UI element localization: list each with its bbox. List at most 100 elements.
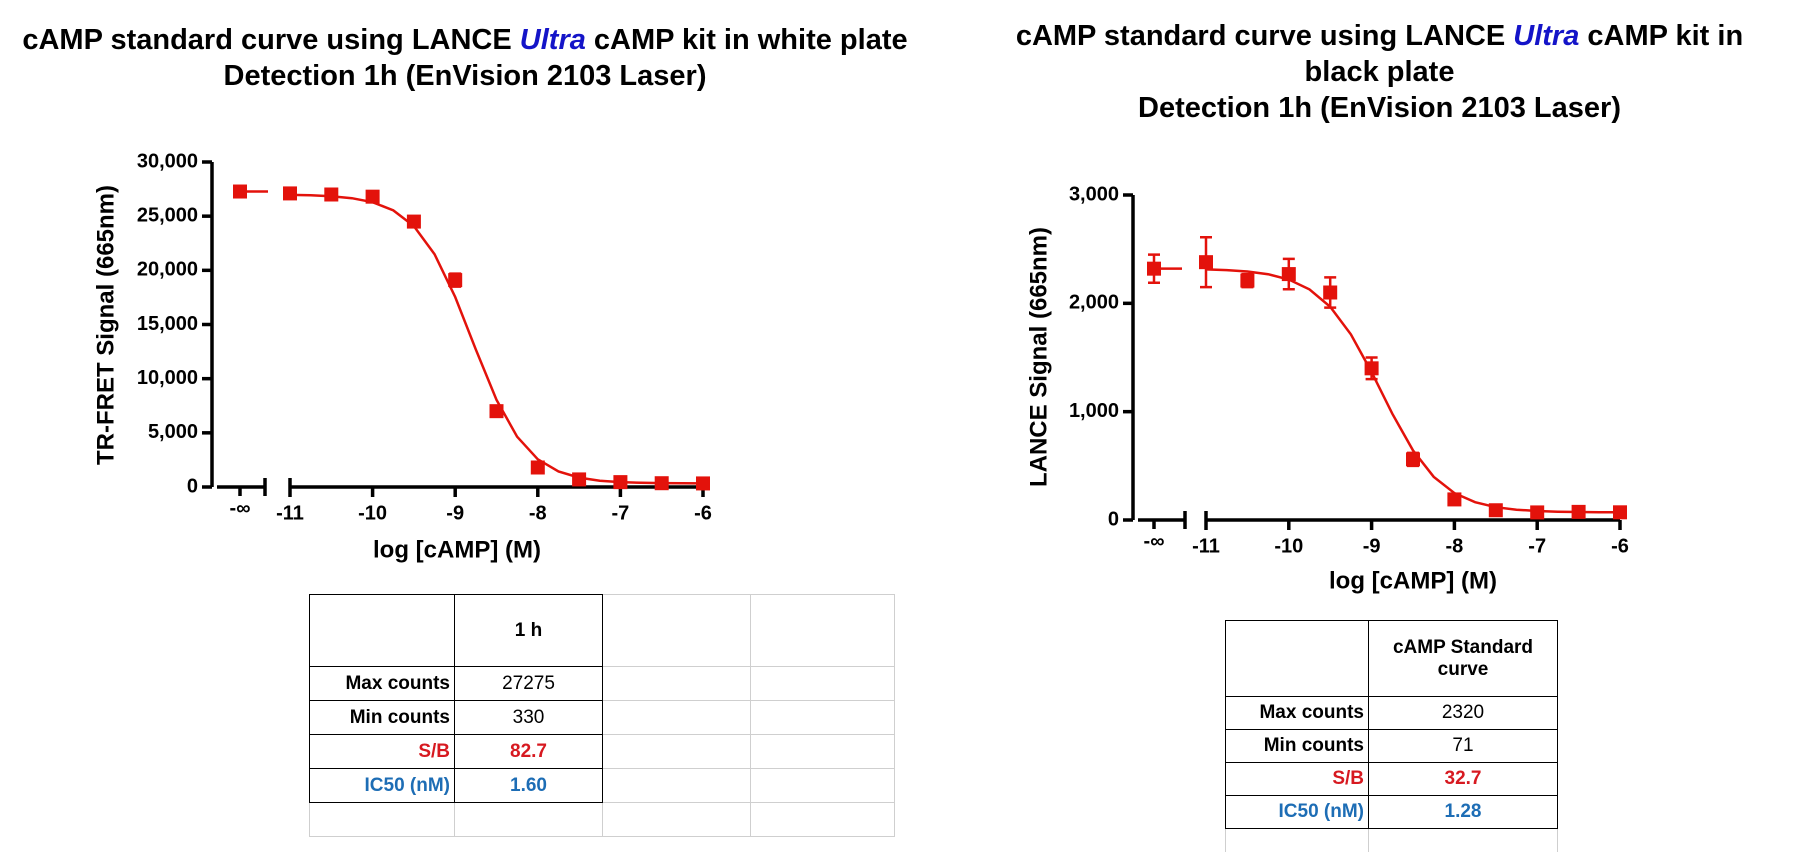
data-point (1571, 504, 1586, 519)
empty-cell (602, 700, 751, 735)
x-tick-label: -∞ (230, 497, 251, 519)
empty-cell (750, 734, 895, 769)
data-point (448, 273, 463, 288)
x-tick-label: -11 (276, 502, 304, 524)
x-tick-label: -8 (1446, 535, 1464, 557)
data-point (530, 460, 545, 475)
x-tick-label: -7 (1528, 535, 1546, 557)
row-label: IC50 (nM) (309, 768, 455, 803)
title-part: cAMP kit in white plate (593, 24, 908, 56)
empty-cell (602, 666, 751, 701)
empty-cell (750, 700, 895, 735)
data-point (1488, 503, 1503, 518)
table-corner (309, 594, 455, 667)
summary-table: 1 h Max counts 27275 Min counts 330 S/B 82.7 IC… (309, 594, 895, 837)
empty-cell (750, 666, 895, 701)
row-value: 32.7 (1368, 762, 1558, 796)
title-part: cAMP standard curve using LANCE (22, 24, 512, 56)
x-tick-label: -6 (1611, 535, 1629, 557)
row-label: IC50 (nM) (1225, 795, 1369, 829)
row-value: 330 (454, 700, 603, 735)
empty-cell (1225, 828, 1369, 852)
y-tick-label: 0 (1108, 508, 1119, 530)
y-tick-label: 30,000 (137, 150, 198, 172)
column-header: 1 h (454, 594, 603, 667)
row-value: 1.28 (1368, 795, 1558, 829)
y-tick-label: 3,000 (1069, 183, 1119, 205)
y-tick-label: 1,000 (1069, 400, 1119, 422)
y-axis-label: LANCE Signal (665nm) (1025, 227, 1052, 487)
data-point (1147, 261, 1161, 276)
data-point (1281, 267, 1296, 282)
y-tick-label: 2,000 (1069, 292, 1119, 314)
empty-cell (750, 802, 895, 837)
column-header: cAMP Standard curve (1368, 620, 1558, 697)
empty-cell (602, 802, 751, 837)
data-point (283, 186, 297, 201)
data-point (696, 476, 710, 491)
empty-cell (750, 594, 895, 667)
y-tick-label: 15,000 (137, 313, 198, 335)
x-axis-label: log [cAMP] (M) (373, 536, 541, 563)
table-corner (1225, 620, 1369, 697)
x-tick-label: -10 (1274, 535, 1303, 557)
row-value: 27275 (454, 666, 603, 701)
data-point (1323, 285, 1338, 300)
y-tick-label: 25,000 (137, 204, 198, 226)
row-label: Min counts (1225, 729, 1369, 763)
chart-title: cAMP standard curve using LANCE Ultra cA… (15, 22, 915, 94)
x-tick-label: -9 (446, 502, 464, 524)
data-point (1406, 452, 1420, 467)
empty-cell (309, 802, 455, 837)
data-point (1199, 255, 1213, 270)
row-value: 71 (1368, 729, 1558, 763)
row-value: 1.60 (454, 768, 603, 803)
x-tick-label: -6 (694, 502, 712, 524)
title-part: Ultra (519, 24, 586, 56)
data-point (654, 476, 669, 491)
x-tick-label: -9 (1363, 535, 1381, 557)
x-tick-label: -10 (358, 502, 387, 524)
x-axis-label: log [cAMP] (M) (1329, 567, 1497, 594)
fit-curve (289, 193, 704, 485)
x-tick-label: -11 (1192, 535, 1220, 557)
data-point (406, 214, 421, 229)
y-axis-label: TR-FRET Signal (665nm) (92, 185, 119, 465)
data-point (233, 184, 247, 199)
data-point (1530, 505, 1545, 520)
y-tick-label: 10,000 (137, 367, 198, 389)
data-point (365, 189, 380, 204)
data-point (1240, 273, 1255, 288)
data-point (324, 187, 339, 202)
y-tick-label: 20,000 (137, 259, 198, 281)
empty-cell (1368, 828, 1558, 852)
y-tick-label: 5,000 (148, 421, 198, 443)
empty-cell (602, 734, 751, 769)
row-label: S/B (309, 734, 455, 769)
chart-subtitle: Detection 1h (EnVision 2103 Laser) (1138, 92, 1621, 124)
data-point (1447, 492, 1462, 507)
row-label: Max counts (1225, 696, 1369, 730)
title-part: Ultra (1513, 20, 1580, 52)
data-point (1613, 505, 1627, 520)
chart-title: cAMP standard curve using LANCE Ultra cA… (992, 18, 1767, 126)
row-label: S/B (1225, 762, 1369, 796)
title-part: cAMP kit in black plate (1304, 20, 1744, 88)
x-tick-label: -8 (529, 502, 547, 524)
fit-curve (1205, 268, 1620, 514)
empty-cell (602, 594, 751, 667)
data-point (572, 472, 587, 487)
y-tick-label: 0 (187, 475, 198, 497)
x-tick-label: -7 (612, 502, 630, 524)
row-value: 2320 (1368, 696, 1558, 730)
summary-table: cAMP Standard curve Max counts 2320 Min cou… (1225, 620, 1558, 852)
empty-cell (602, 768, 751, 803)
x-tick-label: -∞ (1144, 530, 1165, 552)
row-value: 82.7 (454, 734, 603, 769)
title-part: cAMP standard curve using LANCE (1015, 20, 1506, 52)
empty-cell (454, 802, 603, 837)
empty-cell (750, 768, 895, 803)
data-point (489, 404, 504, 419)
